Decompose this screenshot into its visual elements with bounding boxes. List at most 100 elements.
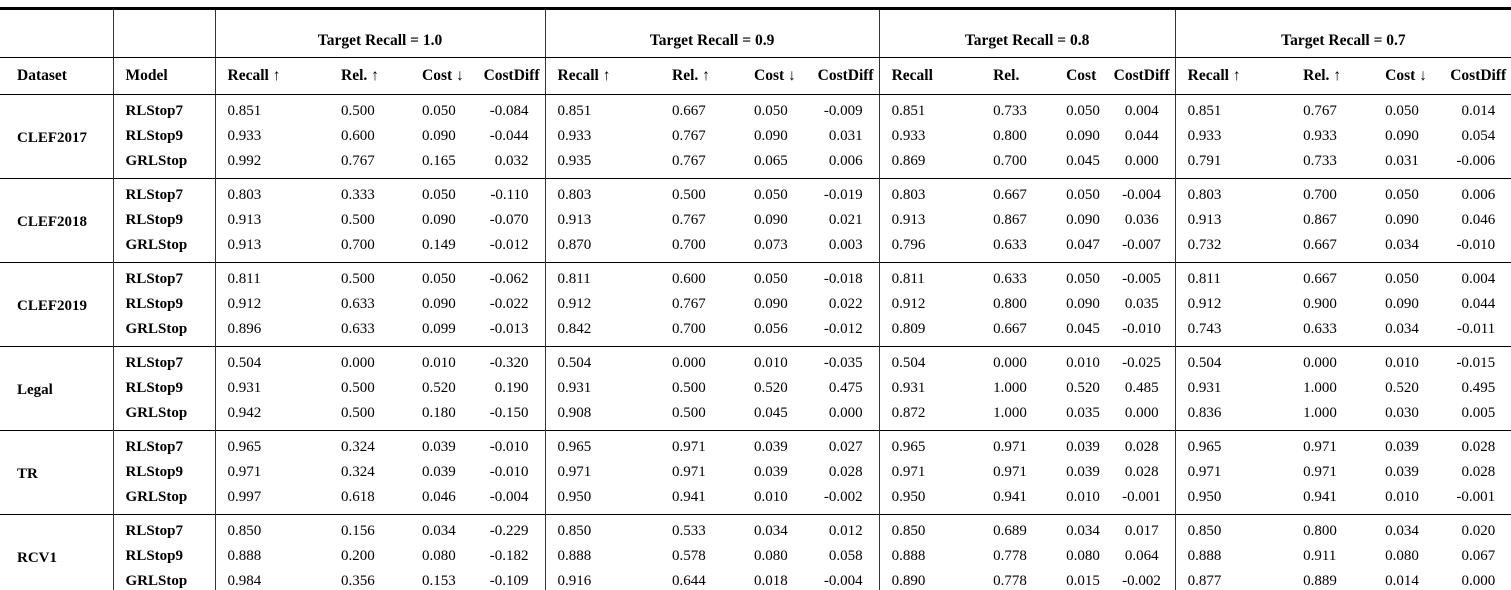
rel-value: 0.333 — [329, 178, 410, 208]
rel-value: 0.000 — [981, 346, 1055, 376]
rel-value: 0.500 — [341, 405, 375, 421]
costdiff-value: 0.190 — [494, 380, 529, 396]
model-name: GRLStop — [112, 149, 215, 179]
cost-value: 0.034 — [1385, 321, 1419, 337]
cost-value: 0.034 — [742, 514, 806, 544]
model-name: RLStop7 — [112, 262, 215, 292]
costdiff-value: 0.475 — [828, 380, 863, 396]
recall-value: 0.912 — [544, 292, 661, 317]
costdiff-value: 0.067 — [1461, 548, 1496, 564]
costdiff-value: -0.229 — [472, 514, 546, 544]
recall-value: 0.913 — [544, 208, 661, 233]
rel-value: 0.778 — [993, 573, 1027, 589]
recall-value: 0.872 — [878, 401, 982, 431]
recall-value: 0.912 — [878, 292, 982, 317]
recall-value: 0.913 — [214, 208, 329, 233]
cost-value: 0.046 — [422, 489, 456, 505]
cost-value: 0.050 — [742, 178, 806, 208]
cost-value: 0.050 — [1054, 94, 1111, 124]
recall-value: 0.890 — [878, 569, 982, 590]
recall-value: 0.870 — [544, 233, 661, 263]
model-name: GRLStop — [112, 569, 215, 590]
model-column-header: Model — [112, 57, 215, 95]
col-header-recall: Recall — [878, 57, 982, 95]
rel-value: 0.700 — [672, 321, 706, 337]
recall-value: 0.504 — [878, 346, 982, 376]
recall-value: 0.811 — [214, 262, 329, 292]
rel-value: 0.324 — [329, 430, 410, 460]
cost-value: 0.090 — [1066, 212, 1100, 228]
rel-value: 0.971 — [993, 464, 1027, 480]
costdiff-value: 0.032 — [494, 153, 529, 169]
cost-value: 0.050 — [1054, 178, 1111, 208]
costdiff-value: 0.058 — [828, 548, 863, 564]
costdiff-value: -0.109 — [489, 573, 529, 589]
cost-value: 0.050 — [1373, 94, 1437, 124]
col-header-recall: Recall ↑ — [544, 57, 661, 95]
rel-value: 0.600 — [660, 262, 743, 292]
costdiff-value: -0.002 — [1122, 573, 1161, 589]
model-name: RLStop9 — [112, 124, 215, 149]
dataset-block: CLEF2019 RLStop7 0.811 0.500 0.050 -0.062 0.81… — [0, 262, 1511, 347]
rel-value: 0.324 — [341, 464, 375, 480]
model-name: GRLStop — [112, 233, 215, 263]
recall-value: 0.836 — [1174, 401, 1292, 431]
dataset-block: CLEF2018 RLStop7 0.803 0.333 0.050 -0.110 0.80… — [0, 178, 1511, 263]
rel-value: 0.633 — [993, 237, 1027, 253]
cost-value: 0.014 — [1385, 573, 1419, 589]
costdiff-value: 0.000 — [1124, 153, 1159, 169]
cost-value: 0.034 — [1385, 237, 1419, 253]
recall-value: 0.913 — [214, 233, 329, 263]
recall-value: 0.851 — [214, 94, 329, 124]
recall-value: 0.851 — [544, 94, 661, 124]
recall-value: 0.935 — [544, 149, 661, 179]
col-header-recall: Recall ↑ — [1174, 57, 1292, 95]
table-row: GRLStop 0.992 0.767 0.165 0.032 0.935 0.767 0.0… — [0, 149, 1511, 179]
recall-value: 0.965 — [214, 430, 329, 460]
cost-value: 0.010 — [1385, 489, 1419, 505]
recall-value: 0.896 — [214, 317, 329, 347]
cost-value: 0.010 — [410, 346, 472, 376]
rel-value: 0.778 — [993, 548, 1027, 564]
recall-value: 0.850 — [544, 514, 661, 544]
cost-value: 0.080 — [422, 548, 456, 564]
costdiff-value: -0.025 — [1110, 346, 1176, 376]
table-row: RLStop9 0.888 0.200 0.080 -0.182 0.888 0.578 0.… — [0, 544, 1511, 569]
cost-value: 0.039 — [1385, 464, 1419, 480]
rel-value: 0.700 — [993, 153, 1027, 169]
costdiff-value: 0.000 — [828, 405, 863, 421]
rel-value: 0.700 — [672, 237, 706, 253]
recall-value: 0.851 — [878, 94, 982, 124]
recall-value: 0.913 — [1174, 208, 1292, 233]
cost-value: 0.520 — [422, 380, 456, 396]
costdiff-value: 0.028 — [828, 464, 863, 480]
costdiff-value: -0.044 — [489, 128, 529, 144]
cost-value: 0.073 — [754, 237, 788, 253]
model-name: GRLStop — [112, 317, 215, 347]
cost-value: 0.010 — [1373, 346, 1437, 376]
dataset-block: Legal RLStop7 0.504 0.000 0.010 -0.320 0.504 0.… — [0, 346, 1511, 431]
cost-value: 0.050 — [742, 94, 806, 124]
recall-value: 0.850 — [878, 514, 982, 544]
rel-value: 0.971 — [981, 430, 1055, 460]
rel-value: 0.867 — [1303, 212, 1337, 228]
col-header-rel: Rel. ↑ — [1291, 57, 1374, 95]
col-header-recall: Recall ↑ — [214, 57, 329, 95]
costdiff-value: -0.019 — [805, 178, 880, 208]
costdiff-value: 0.012 — [805, 514, 880, 544]
rel-value: 0.700 — [1291, 178, 1374, 208]
rel-value: 0.000 — [1291, 346, 1374, 376]
cost-value: 0.050 — [410, 94, 472, 124]
table-row: RLStop9 0.933 0.600 0.090 -0.044 0.933 0.767 0.… — [0, 124, 1511, 149]
model-name: RLStop9 — [112, 208, 215, 233]
rel-value: 0.800 — [993, 128, 1027, 144]
recall-value: 0.933 — [878, 124, 982, 149]
recall-value: 0.971 — [544, 460, 661, 485]
costdiff-value: 0.017 — [1110, 514, 1176, 544]
costdiff-value: 0.004 — [1436, 262, 1511, 292]
rel-value: 0.767 — [672, 153, 706, 169]
model-name: RLStop7 — [112, 178, 215, 208]
recall-value: 0.933 — [544, 124, 661, 149]
recall-value: 0.888 — [878, 544, 982, 569]
rel-value: 0.633 — [981, 262, 1055, 292]
